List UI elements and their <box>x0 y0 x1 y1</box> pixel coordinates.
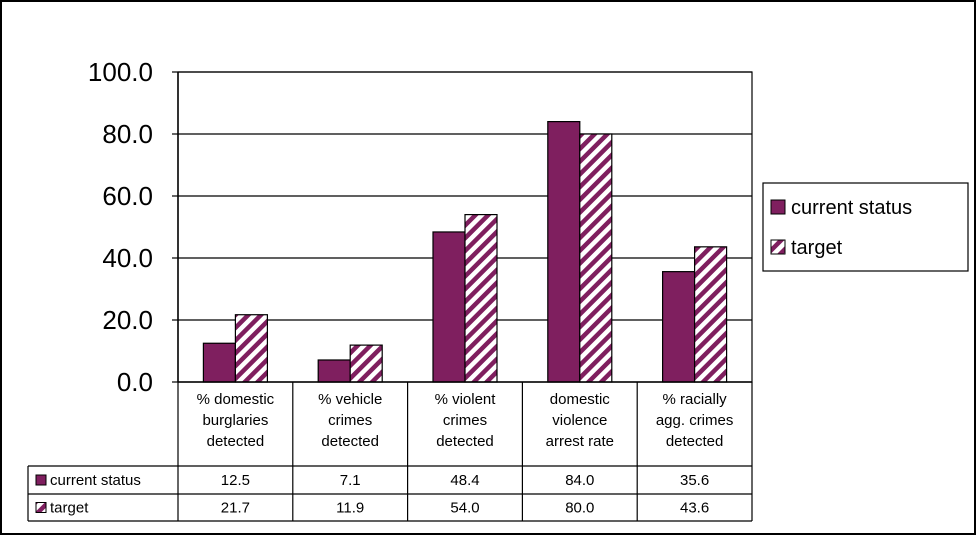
category-label: detected <box>207 433 265 450</box>
bar-target <box>234 314 268 383</box>
bar-current-status <box>317 359 351 383</box>
table-series-label: current status <box>50 472 141 489</box>
category-label: arrest rate <box>546 433 614 450</box>
table-cell-value: 11.9 <box>336 500 364 517</box>
legend-key <box>770 199 786 215</box>
axes: 0.0 20.0 40.0 60.0 80.0 100.0 <box>88 57 752 397</box>
bar-target <box>693 246 728 383</box>
legend-label: target <box>791 237 843 259</box>
table-cell-value: 84.0 <box>565 472 594 489</box>
legend-box <box>762 182 969 272</box>
table-cell-value: 54.0 <box>450 500 479 517</box>
table-cell-value: 43.6 <box>680 500 709 517</box>
table-cell-value: 21.7 <box>221 500 250 517</box>
legend-key <box>770 239 786 255</box>
legend: current status target <box>762 182 969 272</box>
category-label: violence <box>552 412 607 429</box>
category-label: detected <box>666 433 724 450</box>
table-cell-value: 7.1 <box>340 472 361 489</box>
table-cell-value: 12.5 <box>221 472 250 489</box>
bar-current-status <box>432 231 466 383</box>
bar-target <box>579 133 613 383</box>
category-label: % violent <box>435 391 497 408</box>
bar-current-status <box>547 120 581 383</box>
bars <box>202 120 728 383</box>
category-label: crimes <box>443 412 487 429</box>
y-tick-label: 80.0 <box>102 119 153 149</box>
category-label: % racially <box>663 391 728 408</box>
y-tick-label: 20.0 <box>102 305 153 335</box>
bar-target <box>349 344 383 383</box>
category-label: agg. crimes <box>656 412 734 429</box>
table-cell-value: 48.4 <box>450 472 479 489</box>
category-label: % domestic <box>197 391 275 408</box>
category-label: crimes <box>328 412 372 429</box>
data-table: % domestic burglaries detected % vehicle cri… <box>27 382 753 522</box>
y-tick-label: 40.0 <box>102 243 153 273</box>
table-cell-value: 80.0 <box>565 500 594 517</box>
table-series-label: target <box>50 500 89 517</box>
legend-label: current status <box>791 197 912 219</box>
category-label: % vehicle <box>318 391 382 408</box>
category-label: domestic <box>550 391 611 408</box>
y-tick-label: 60.0 <box>102 181 153 211</box>
table-legend-key <box>35 474 47 486</box>
table-cell-value: 35.6 <box>680 472 709 489</box>
category-label: detected <box>436 433 494 450</box>
bar-current-status <box>202 342 236 383</box>
category-label: detected <box>321 433 379 450</box>
y-tick-label: 100.0 <box>88 57 153 87</box>
bar-target <box>464 214 498 383</box>
bar-current-status <box>661 271 696 383</box>
table-legend-key <box>35 502 47 513</box>
category-label: burglaries <box>202 412 268 429</box>
y-tick-label: 0.0 <box>117 367 153 397</box>
